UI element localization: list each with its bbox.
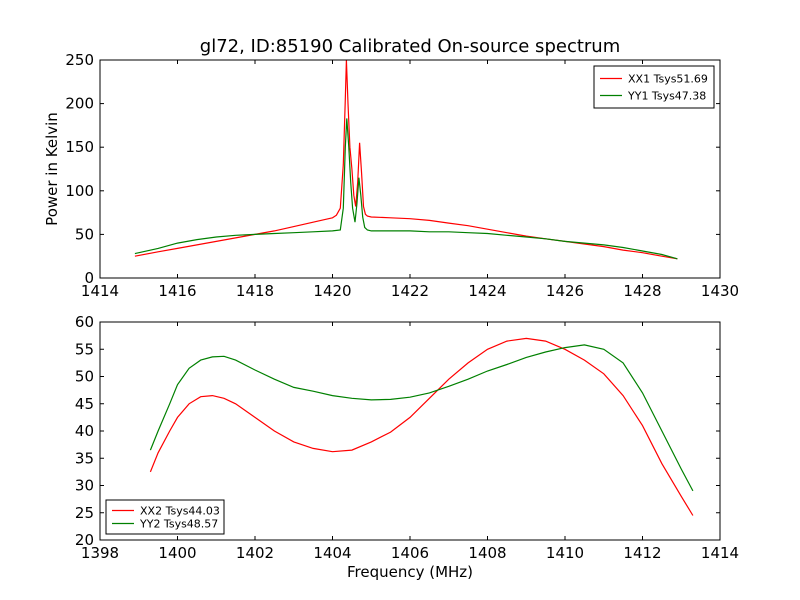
series-line-2 [134,118,678,260]
x-tick-label: 1426 [546,282,584,300]
y-tick-label: 150 [65,138,94,156]
series-line-2 [149,344,694,492]
x-tick-label: 1416 [158,282,196,300]
top-chart: 1414 1416 1418 1420 1422 1424 1426 1428 1430 0 50 1… [43,51,739,300]
y-tick-label: 0 [84,269,94,287]
y-tick-label: 25 [75,504,94,522]
x-tick-label: 1400 [158,544,196,562]
x-tick-label: 1402 [236,544,274,562]
x-tick-label: 1420 [313,282,351,300]
y-tick-label: 100 [65,182,94,200]
x-tick-label: 1430 [701,282,739,300]
x-tick-label: 1408 [468,544,506,562]
x-tick-label: 1412 [623,544,661,562]
x-tick-label: 1414 [81,282,119,300]
y-tick-label: 40 [75,422,94,440]
series-line-1 [149,337,694,516]
y-tick-label: 200 [65,95,94,113]
x-axis-label: Frequency (MHz) [347,563,473,581]
y-tick-label: 60 [75,313,94,331]
x-tick-label: 1410 [546,544,584,562]
legend-entry: XX1 Tsys51.69 [628,73,708,86]
y-tick-label: 55 [75,340,94,358]
x-tick-label: 1428 [623,282,661,300]
y-tick-label: 20 [75,531,94,549]
y-tick-label: 250 [65,51,94,69]
bottom-chart: 1398 1400 1402 1404 1406 1408 1410 1412 1414 20 25… [75,313,739,581]
chart-title: gl72, ID:85190 Calibrated On-source spec… [200,36,620,57]
legend-entry: YY1 Tsys47.38 [627,90,706,103]
y-tick-label: 50 [75,368,94,386]
y-tick-label: 30 [75,477,94,495]
legend-entry: YY2 Tsys48.57 [139,518,218,531]
y-tick-label: 50 [75,225,94,243]
legend-entry: XX2 Tsys44.03 [140,505,220,518]
y-tick-label: 35 [75,449,94,467]
x-tick-label: 1418 [236,282,274,300]
x-tick-label: 1398 [81,544,119,562]
y-axis-label: Power in Kelvin [43,112,61,226]
x-tick-label: 1422 [391,282,429,300]
x-tick-label: 1414 [701,544,739,562]
legend-box [105,499,225,535]
x-tick-label: 1424 [468,282,506,300]
x-tick-label: 1406 [391,544,429,562]
legend-box [593,65,715,109]
x-tick-label: 1404 [313,544,351,562]
y-tick-label: 45 [75,395,94,413]
